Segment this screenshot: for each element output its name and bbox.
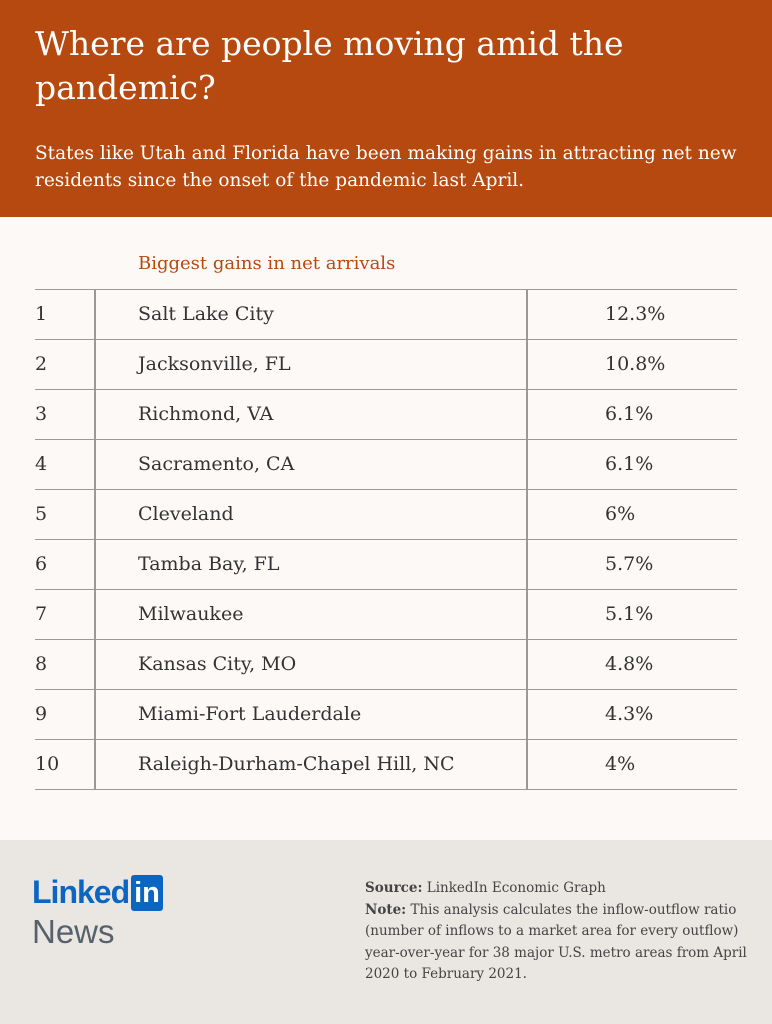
column-divider	[94, 590, 96, 639]
rank-cell: 1	[35, 303, 48, 325]
rank-cell: 9	[35, 703, 48, 725]
table-row: 4 Sacramento, CA 6.1%	[35, 440, 737, 490]
column-divider	[526, 740, 528, 789]
value-cell: 4%	[605, 753, 636, 775]
rank-cell: 5	[35, 503, 48, 525]
page-subtitle: States like Utah and Florida have been m…	[35, 143, 737, 191]
rank-cell: 4	[35, 453, 48, 475]
table-row: 8 Kansas City, MO 4.8%	[35, 640, 737, 690]
column-divider	[94, 640, 96, 689]
table-row: 2 Jacksonville, FL 10.8%	[35, 340, 737, 390]
rank-cell: 3	[35, 403, 48, 425]
city-cell: Sacramento, CA	[138, 453, 295, 475]
column-divider	[94, 340, 96, 389]
note-text: This analysis calculates the inflow-outf…	[365, 901, 747, 983]
column-divider	[94, 540, 96, 589]
table-row: 1 Salt Lake City 12.3%	[35, 290, 737, 340]
source-text: LinkedIn Economic Graph	[422, 880, 606, 896]
value-cell: 5.1%	[605, 603, 654, 625]
city-cell: Kansas City, MO	[138, 653, 297, 675]
table-row: 7 Milwaukee 5.1%	[35, 590, 737, 640]
column-divider	[94, 440, 96, 489]
linkedin-news-logo: Linked in News	[32, 874, 163, 951]
column-divider	[526, 440, 528, 489]
value-cell: 5.7%	[605, 553, 654, 575]
column-divider	[526, 540, 528, 589]
footer: Linked in News Source: LinkedIn Economic …	[0, 840, 772, 1024]
note-label: Note:	[365, 901, 407, 918]
column-divider	[94, 690, 96, 739]
column-divider	[94, 290, 96, 339]
city-cell: Raleigh-Durham-Chapel Hill, NC	[138, 753, 455, 775]
column-divider	[526, 290, 528, 339]
column-divider	[526, 590, 528, 639]
logo-in-badge: in	[131, 874, 163, 911]
rank-cell: 6	[35, 553, 48, 575]
table-row: 3 Richmond, VA 6.1%	[35, 390, 737, 440]
column-divider	[526, 490, 528, 539]
value-cell: 6.1%	[605, 403, 654, 425]
column-divider	[526, 690, 528, 739]
city-cell: Miami-Fort Lauderdale	[138, 703, 362, 725]
header-banner: Where are people moving amid the pandemi…	[0, 0, 772, 217]
source-label: Source:	[365, 880, 423, 896]
footnotes: Source: LinkedIn Economic Graph Note: Th…	[365, 878, 755, 986]
city-cell: Salt Lake City	[138, 303, 274, 325]
column-divider	[526, 390, 528, 439]
city-cell: Richmond, VA	[138, 403, 274, 425]
value-cell: 12.3%	[605, 303, 666, 325]
rank-cell: 8	[35, 653, 48, 675]
value-cell: 6.1%	[605, 453, 654, 475]
rank-cell: 7	[35, 603, 48, 625]
table-row: 10 Raleigh-Durham-Chapel Hill, NC 4%	[35, 740, 737, 790]
value-cell: 4.8%	[605, 653, 654, 675]
rankings-table: 1 Salt Lake City 12.3% 2 Jacksonville, FL 10.…	[35, 289, 737, 790]
rank-cell: 2	[35, 353, 48, 375]
value-cell: 10.8%	[605, 353, 666, 375]
city-cell: Cleveland	[138, 503, 234, 525]
table-row: 9 Miami-Fort Lauderdale 4.3%	[35, 690, 737, 740]
column-divider	[94, 740, 96, 789]
rank-cell: 10	[35, 753, 60, 775]
column-divider	[94, 490, 96, 539]
value-cell: 4.3%	[605, 703, 654, 725]
logo-news-text: News	[32, 913, 115, 950]
page-title: Where are people moving amid the pandemi…	[35, 24, 624, 107]
city-cell: Tamba Bay, FL	[138, 553, 280, 575]
note-line: Note: This analysis calculates the inflo…	[365, 900, 755, 986]
table-title: Biggest gains in net arrivals	[138, 253, 396, 274]
table-row: 6 Tamba Bay, FL 5.7%	[35, 540, 737, 590]
city-cell: Jacksonville, FL	[138, 353, 291, 375]
value-cell: 6%	[605, 503, 636, 525]
city-cell: Milwaukee	[138, 603, 244, 625]
column-divider	[526, 340, 528, 389]
table-row: 5 Cleveland 6%	[35, 490, 737, 540]
logo-linked-text: Linked	[32, 874, 130, 910]
column-divider	[94, 390, 96, 439]
column-divider	[526, 640, 528, 689]
source-line: Source: LinkedIn Economic Graph	[365, 878, 755, 900]
